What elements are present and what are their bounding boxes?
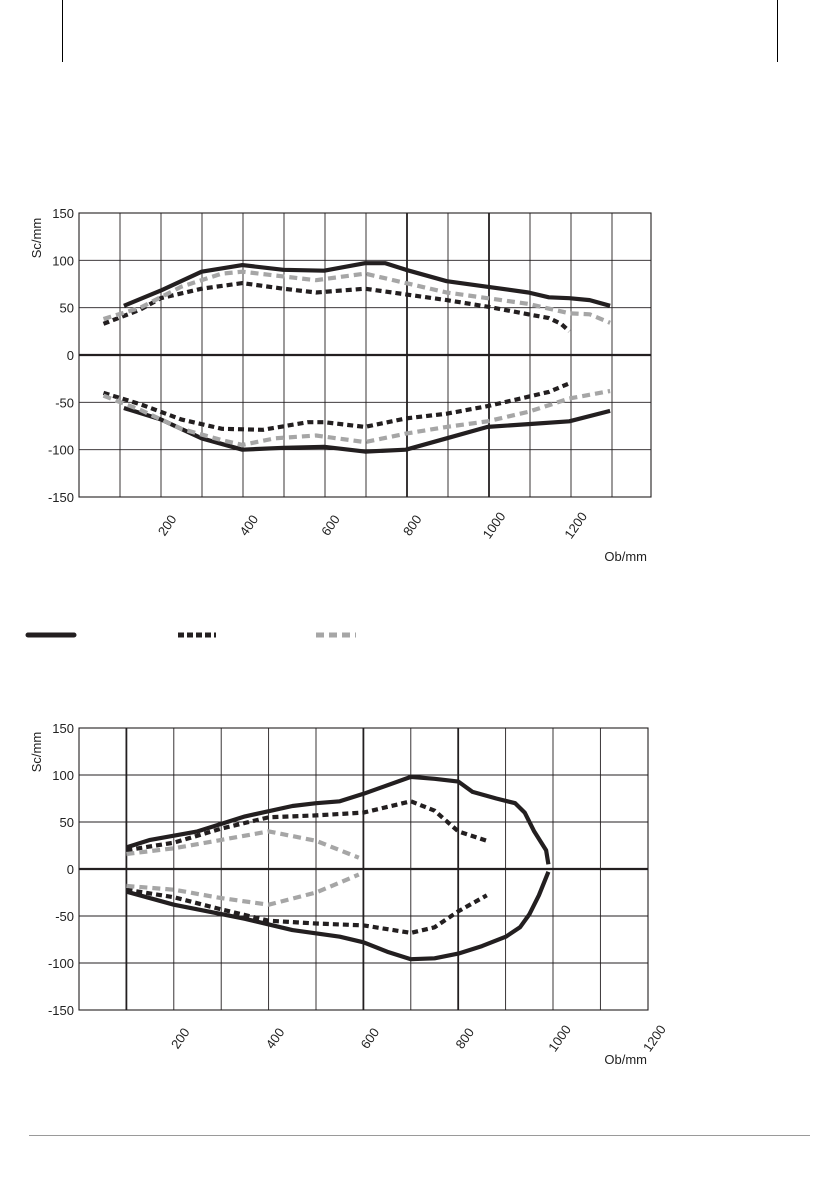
- y-tick-label: -100: [48, 443, 74, 458]
- x-tick-label: 1000: [545, 1022, 574, 1054]
- x-tick-label: 400: [263, 1025, 288, 1051]
- series-line-solid: [123, 261, 611, 308]
- y-tick-label: -50: [55, 395, 74, 410]
- x-tick-label: 600: [358, 1025, 383, 1051]
- x-axis-label: Ob/mm: [604, 549, 647, 564]
- plot-frame: [78, 212, 652, 498]
- y-tick-label: 50: [60, 301, 74, 316]
- x-axis-label: Ob/mm: [604, 1052, 647, 1067]
- y-tick-label: -150: [48, 1003, 74, 1018]
- series-line-dashed: [126, 829, 360, 860]
- x-tick-label: 200: [168, 1025, 193, 1051]
- y-tick-label: 0: [67, 348, 74, 363]
- x-tick-label: 1200: [640, 1022, 669, 1054]
- y-tick-label: 150: [52, 206, 74, 221]
- y-tick-label: 0: [67, 862, 74, 877]
- y-tick-label: 100: [52, 768, 74, 783]
- series-line-dashed: [102, 388, 611, 447]
- series-line-solid: [125, 871, 551, 962]
- series-line-solid: [125, 774, 551, 865]
- y-tick-label: 50: [60, 815, 74, 830]
- y-tick-label: -150: [48, 490, 74, 505]
- y-axis-label: Sc/mm: [29, 732, 44, 772]
- plot-frame: [78, 727, 649, 1011]
- crop-mark-right: [777, 0, 778, 62]
- series-line-dotted: [126, 799, 488, 853]
- footer-rule: [29, 1135, 810, 1136]
- series-line-dashed: [102, 269, 611, 325]
- series-line-dashed: [126, 872, 360, 907]
- crop-mark-left: [62, 0, 63, 62]
- y-tick-label: -50: [55, 909, 74, 924]
- series-line-solid: [123, 405, 611, 454]
- y-axis-label: Sc/mm: [29, 218, 44, 258]
- series-line-dotted: [126, 887, 488, 935]
- y-tick-label: -100: [48, 956, 74, 971]
- x-tick-label: 800: [452, 1025, 477, 1051]
- y-tick-label: 150: [52, 721, 74, 736]
- y-tick-label: 100: [52, 253, 74, 268]
